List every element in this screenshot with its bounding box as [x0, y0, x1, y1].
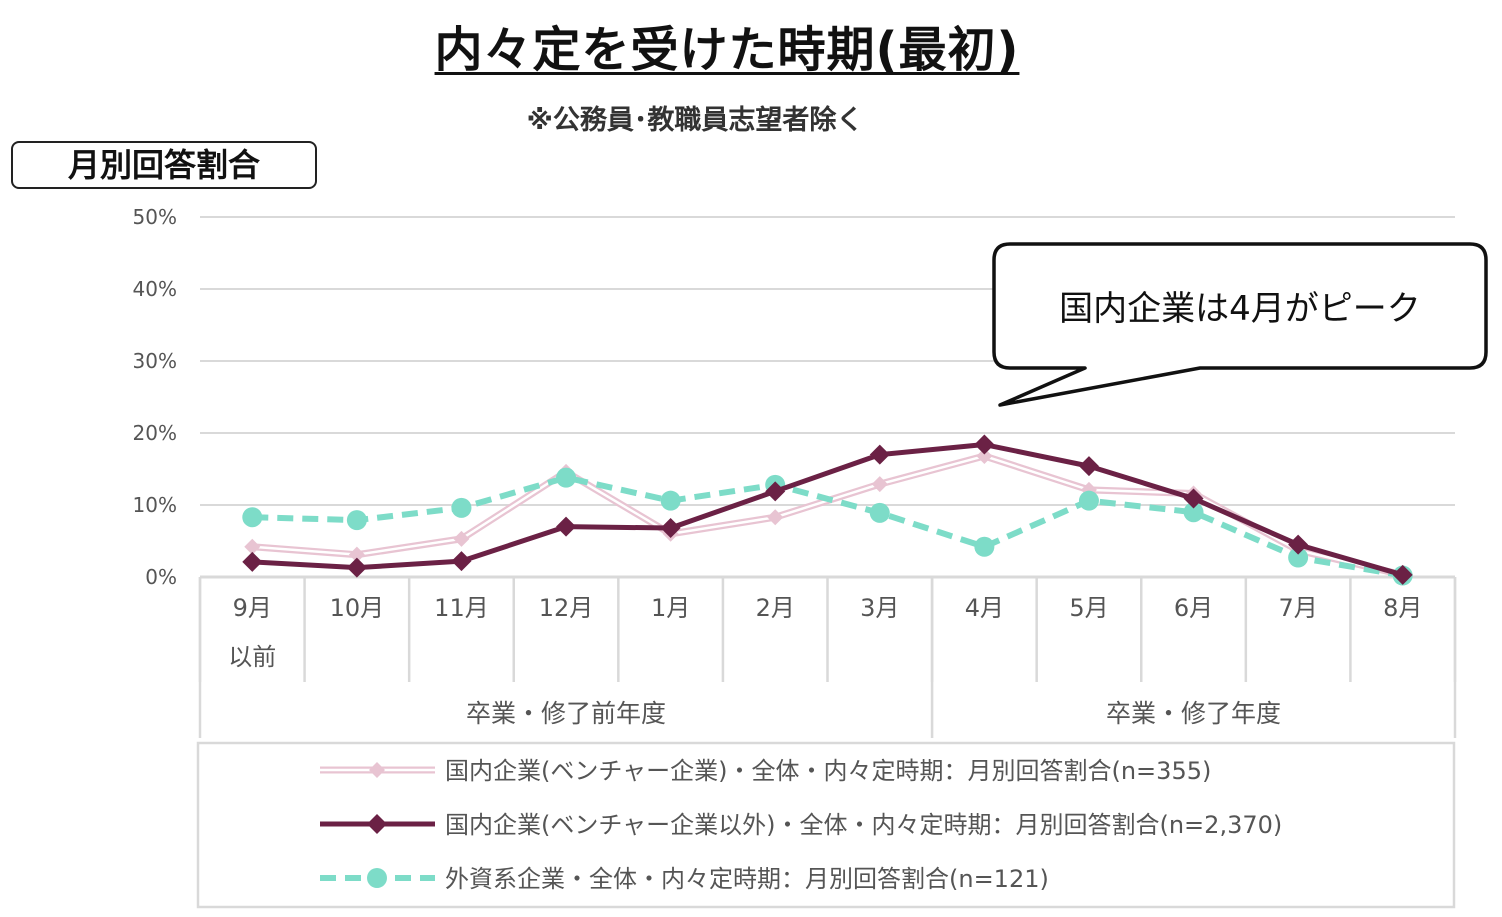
x-tick-label: 11月 [434, 594, 489, 622]
data-point-venture [244, 538, 261, 555]
data-point-foreign [451, 497, 472, 518]
data-point-domestic [1183, 488, 1204, 509]
legend-marker-foreign [367, 868, 387, 888]
x-tick-label: 1月 [651, 594, 690, 622]
data-point-foreign [974, 536, 995, 557]
data-point-domestic [1288, 534, 1309, 555]
series-line-foreign [252, 474, 1404, 579]
x-tick-label: 12月 [539, 594, 594, 622]
chart-title: 内々定を受けた時期(最初) [434, 22, 1020, 78]
data-point-foreign [242, 507, 263, 528]
series-line-domestic [252, 442, 1404, 578]
category-group-label: 卒業・修了年度 [1106, 699, 1281, 728]
callout-text: 国内企業は4月がピーク [1059, 289, 1421, 329]
data-point-foreign [869, 502, 890, 523]
data-point-domestic [765, 481, 786, 502]
data-point-domestic [346, 557, 367, 578]
data-point-foreign [1078, 490, 1099, 511]
data-point-domestic [869, 444, 890, 465]
data-point-venture [453, 530, 470, 547]
data-point-foreign [660, 490, 681, 511]
legend-marker-venture [369, 762, 385, 778]
legend: 国内企業(ベンチャー企業)・全体・内々定時期：月別回答割合(n=355) 国内企業… [196, 741, 1456, 909]
data-point-domestic [1078, 456, 1099, 477]
data-point-foreign [1288, 547, 1309, 568]
y-tick-label: 50% [133, 205, 177, 229]
chart-subtitle: ※公務員･教職員志望者除く [526, 105, 864, 136]
data-point-domestic [451, 551, 472, 572]
callout-bubble: 国内企業は4月がピーク [992, 242, 1488, 407]
data-point-domestic [556, 516, 577, 537]
x-tick-label: 5月 [1069, 594, 1108, 622]
data-point-domestic [974, 434, 995, 455]
y-tick-label: 20% [133, 421, 177, 445]
legend-marker-domestic [367, 814, 387, 834]
y-tick-label: 0% [145, 565, 177, 589]
data-point-foreign [346, 510, 367, 531]
legend-label: 国内企業(ベンチャー企業以外)・全体・内々定時期：月別回答割合(n=2,370) [445, 811, 1282, 839]
x-tick-label: 2月 [756, 594, 795, 622]
x-tick-label: 10月 [330, 594, 385, 622]
data-point-venture [976, 448, 993, 465]
data-point-domestic [242, 551, 263, 572]
y-tick-label: 30% [133, 349, 177, 373]
data-point-foreign [1183, 502, 1204, 523]
x-tick-label: 9月 [233, 594, 272, 622]
y-tick-label: 10% [133, 493, 177, 517]
legend-box [196, 741, 1456, 909]
x-tick-label: 4月 [965, 594, 1004, 622]
y-axis-ticks: 0% 10% 20% 30% 40% 50% [133, 205, 177, 589]
data-point-foreign [556, 467, 577, 488]
y-tick-label: 40% [133, 277, 177, 301]
category-group-label: 卒業・修了前年度 [466, 699, 666, 728]
x-tick-label: 以前 [228, 643, 276, 671]
legend-label: 外資系企業・全体・内々定時期：月別回答割合(n=121) [445, 865, 1049, 893]
series-layer [242, 434, 1413, 586]
data-point-venture [767, 509, 784, 526]
x-tick-label: 6月 [1174, 594, 1213, 622]
x-tick-label: 8月 [1383, 594, 1422, 622]
data-point-domestic [660, 518, 681, 539]
legend-label: 国内企業(ベンチャー企業)・全体・内々定時期：月別回答割合(n=355) [445, 757, 1211, 785]
data-point-venture [871, 476, 888, 493]
section-badge: 月別回答割合 [11, 141, 317, 189]
data-point-domestic [1392, 564, 1413, 585]
callout-shape [992, 242, 1488, 407]
x-tick-label: 3月 [860, 594, 899, 622]
x-tick-label: 7月 [1278, 594, 1317, 622]
data-point-venture [348, 546, 365, 563]
